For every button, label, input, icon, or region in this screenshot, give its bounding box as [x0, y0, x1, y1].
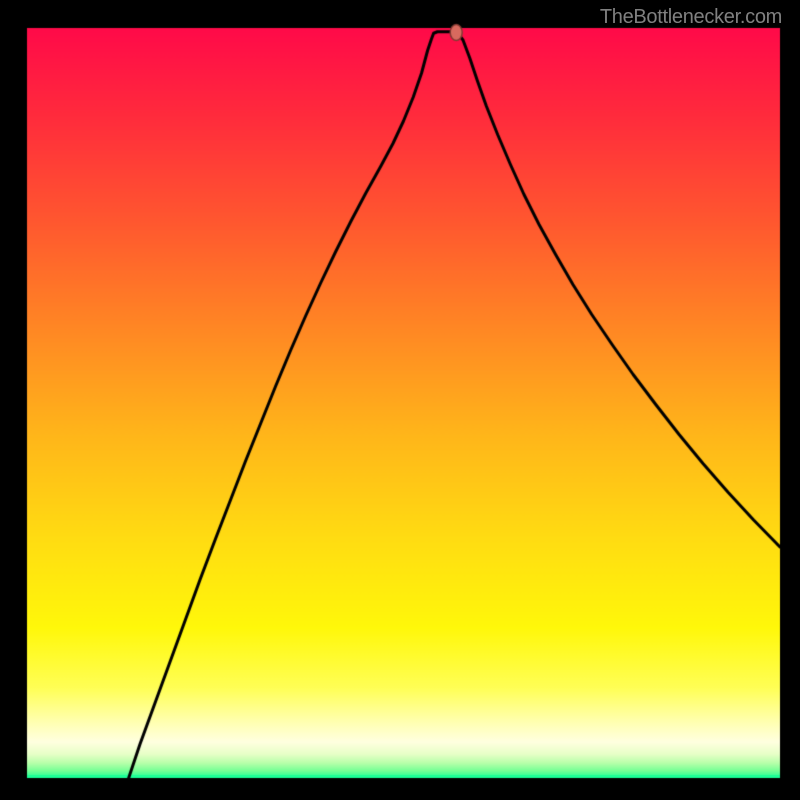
- bottleneck-chart-canvas: [0, 0, 800, 800]
- watermark-text: TheBottlenecker.com: [600, 6, 782, 29]
